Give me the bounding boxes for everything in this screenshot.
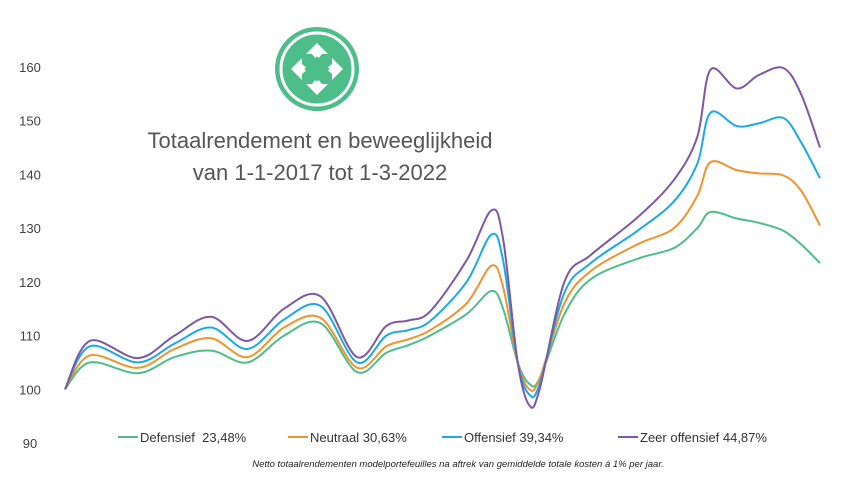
series-line-4 bbox=[64, 66, 821, 409]
series-lines bbox=[64, 66, 821, 409]
y-tick-label: 150 bbox=[19, 114, 41, 129]
chart-title-line-1: Totaalrendement en beweeglijkheid bbox=[148, 128, 493, 153]
y-tick-label: 130 bbox=[19, 221, 41, 236]
legend-label-1: Defensief 23,48% bbox=[140, 430, 247, 445]
legend: Defensief 23,48% Neutraal 30,63% Offensief… bbox=[118, 430, 767, 445]
y-tick-label: 140 bbox=[19, 167, 41, 182]
y-axis: 90 100 110 120 130 140 150 160 bbox=[19, 60, 41, 451]
y-tick-label: 90 bbox=[23, 436, 37, 451]
legend-label-4: Zeer offensief 44,87% bbox=[640, 430, 767, 445]
series-line-2 bbox=[64, 160, 821, 392]
y-tick-label: 120 bbox=[19, 275, 41, 290]
chart-title-line-2: van 1-1-2017 tot 1-3-2022 bbox=[193, 160, 447, 185]
legend-label-2: Neutraal 30,63% bbox=[310, 430, 407, 445]
y-tick-label: 100 bbox=[19, 382, 41, 397]
logo-icon bbox=[275, 27, 359, 111]
series-line-3 bbox=[64, 110, 821, 399]
y-tick-label: 160 bbox=[19, 60, 41, 75]
legend-label-3: Offensief 39,34% bbox=[464, 430, 564, 445]
series-line-1 bbox=[64, 210, 821, 390]
footnote: Netto totaalrendementen modelportefeuill… bbox=[252, 459, 664, 470]
y-tick-label: 110 bbox=[20, 329, 41, 344]
